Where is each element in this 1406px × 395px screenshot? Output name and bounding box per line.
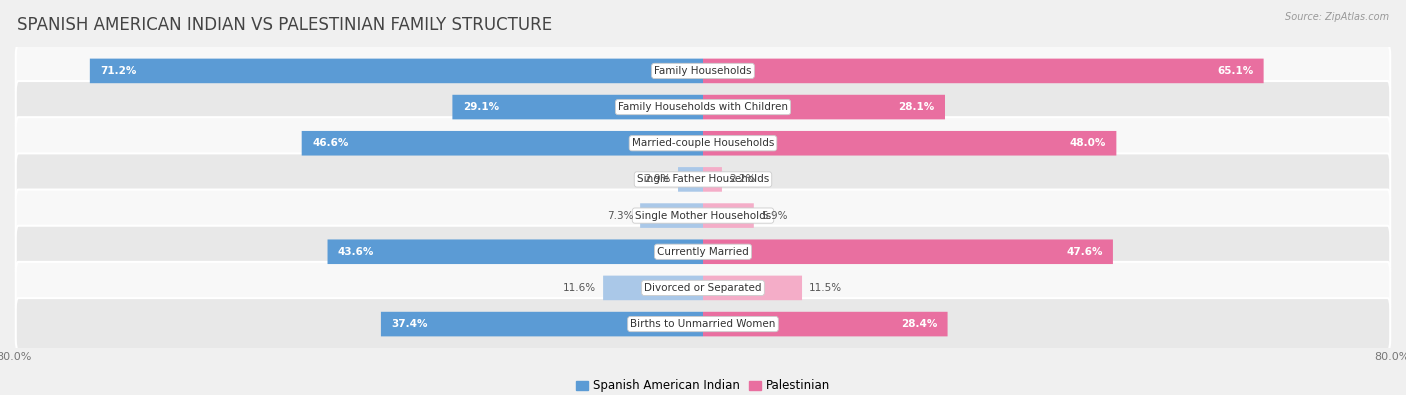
Text: Family Households with Children: Family Households with Children — [619, 102, 787, 112]
FancyBboxPatch shape — [15, 190, 1391, 242]
Text: Divorced or Separated: Divorced or Separated — [644, 283, 762, 293]
FancyBboxPatch shape — [703, 131, 1116, 156]
Legend: Spanish American Indian, Palestinian: Spanish American Indian, Palestinian — [572, 376, 834, 395]
Text: 47.6%: 47.6% — [1066, 247, 1102, 257]
Text: Source: ZipAtlas.com: Source: ZipAtlas.com — [1285, 12, 1389, 22]
Text: 11.6%: 11.6% — [562, 283, 596, 293]
FancyBboxPatch shape — [703, 276, 801, 300]
Text: Family Households: Family Households — [654, 66, 752, 76]
Text: 5.9%: 5.9% — [761, 211, 787, 220]
FancyBboxPatch shape — [15, 117, 1391, 169]
FancyBboxPatch shape — [453, 95, 703, 119]
FancyBboxPatch shape — [15, 262, 1391, 314]
Text: 2.2%: 2.2% — [728, 175, 755, 184]
FancyBboxPatch shape — [302, 131, 703, 156]
Text: 37.4%: 37.4% — [391, 319, 427, 329]
Text: SPANISH AMERICAN INDIAN VS PALESTINIAN FAMILY STRUCTURE: SPANISH AMERICAN INDIAN VS PALESTINIAN F… — [17, 16, 553, 34]
Text: 2.9%: 2.9% — [644, 175, 671, 184]
FancyBboxPatch shape — [640, 203, 703, 228]
Text: Births to Unmarried Women: Births to Unmarried Women — [630, 319, 776, 329]
FancyBboxPatch shape — [15, 298, 1391, 350]
Text: Single Mother Households: Single Mother Households — [636, 211, 770, 220]
FancyBboxPatch shape — [15, 226, 1391, 278]
FancyBboxPatch shape — [678, 167, 703, 192]
Text: 28.1%: 28.1% — [898, 102, 935, 112]
FancyBboxPatch shape — [703, 58, 1264, 83]
Text: Currently Married: Currently Married — [657, 247, 749, 257]
Text: 43.6%: 43.6% — [337, 247, 374, 257]
FancyBboxPatch shape — [15, 153, 1391, 205]
FancyBboxPatch shape — [15, 81, 1391, 133]
FancyBboxPatch shape — [15, 45, 1391, 97]
Text: 28.4%: 28.4% — [901, 319, 938, 329]
FancyBboxPatch shape — [703, 312, 948, 337]
Text: 7.3%: 7.3% — [607, 211, 633, 220]
FancyBboxPatch shape — [90, 58, 703, 83]
FancyBboxPatch shape — [381, 312, 703, 337]
Text: Single Father Households: Single Father Households — [637, 175, 769, 184]
Text: 71.2%: 71.2% — [100, 66, 136, 76]
Text: Married-couple Households: Married-couple Households — [631, 138, 775, 148]
FancyBboxPatch shape — [703, 167, 721, 192]
FancyBboxPatch shape — [703, 95, 945, 119]
Text: 11.5%: 11.5% — [808, 283, 842, 293]
Text: 46.6%: 46.6% — [312, 138, 349, 148]
FancyBboxPatch shape — [328, 239, 703, 264]
FancyBboxPatch shape — [703, 239, 1114, 264]
Text: 65.1%: 65.1% — [1218, 66, 1253, 76]
Text: 48.0%: 48.0% — [1070, 138, 1107, 148]
Text: 29.1%: 29.1% — [463, 102, 499, 112]
FancyBboxPatch shape — [703, 203, 754, 228]
FancyBboxPatch shape — [603, 276, 703, 300]
